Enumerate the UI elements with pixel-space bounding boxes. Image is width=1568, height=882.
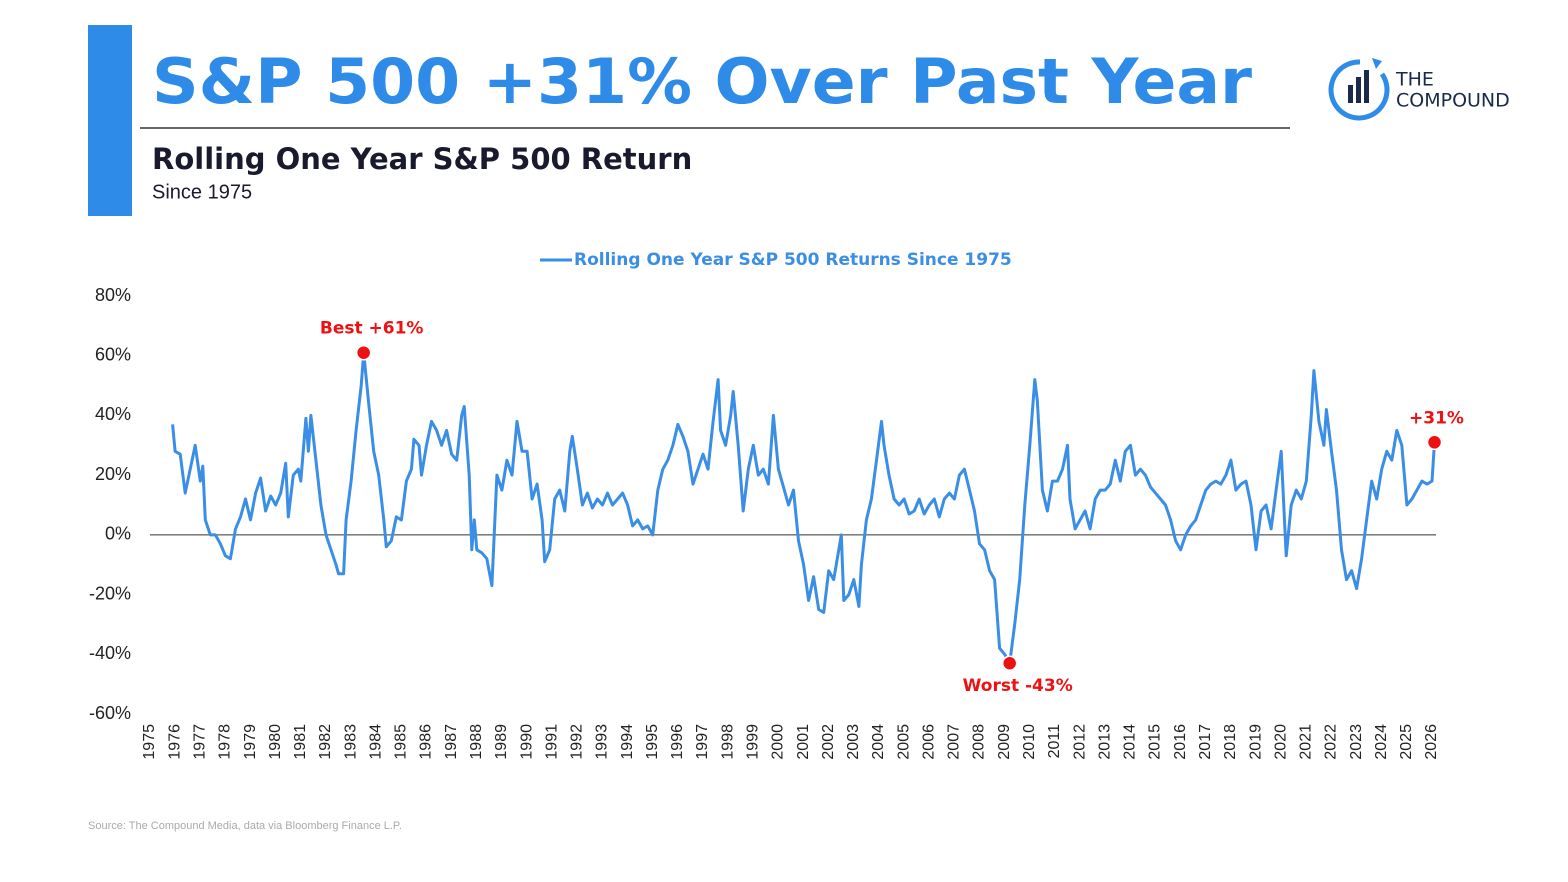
x-tick-label: 1981 [292,724,309,760]
x-tick-label: 1983 [342,724,359,760]
y-tick-label: -40% [89,643,131,663]
annotation-dot [1001,655,1018,671]
chart-title: Rolling One Year S&P 500 Return [152,142,692,176]
logo: THE COMPOUND [1328,58,1510,121]
annotation-label: +31% [1409,408,1464,428]
annotation-label: Worst -43% [963,676,1073,696]
x-tick-label: 2000 [770,724,787,760]
logo-bar [1356,77,1361,103]
x-tick-label: 1980 [267,724,284,760]
x-tick-label: 2025 [1398,724,1415,760]
x-tick-label: 1996 [669,724,686,760]
x-tick-label: 1984 [367,724,384,760]
x-tick-label: 1993 [594,724,611,760]
x-tick-label: 2005 [895,724,912,760]
logo-text: THE [1395,69,1434,91]
logo-bar [1348,85,1353,103]
legend-label: Rolling One Year S&P 500 Returns Since 1… [574,250,1012,270]
annotation-dot [355,344,372,361]
x-tick-label: 2023 [1348,724,1365,760]
x-tick-label: 2006 [920,724,937,760]
y-tick-label: -60% [89,703,131,723]
y-tick-label: 20% [95,464,131,484]
series-line [171,351,1436,665]
logo-text: COMPOUND [1396,90,1510,112]
x-tick-label: 2020 [1272,724,1289,760]
logo-ring [1328,59,1390,121]
x-tick-label: 1976 [166,724,183,760]
x-tick-label: 1997 [694,724,711,760]
chart-subtitle: Since 1975 [152,181,252,203]
x-tick-label: 2016 [1172,724,1189,760]
x-tick-label: 1977 [191,724,208,760]
x-tick-label: 1990 [518,724,535,760]
x-tick-label: 1988 [468,724,485,760]
x-tick-label: 2008 [971,724,988,760]
x-tick-label: 2011 [1046,724,1063,759]
x-tick-label: 2012 [1071,724,1088,760]
x-tick-label: 1978 [217,724,234,760]
x-tick-label: 1999 [745,724,762,760]
x-tick-label: 1992 [569,724,586,760]
y-tick-label: 0% [105,524,131,544]
y-tick-label: -20% [89,583,131,603]
x-tick-label: 2004 [870,724,887,760]
x-tick-label: 2026 [1423,724,1440,760]
logo-arrow [1372,58,1382,69]
x-tick-label: 1979 [242,724,259,760]
x-tick-label: 2001 [795,724,812,760]
x-tick-label: 1998 [719,724,736,760]
x-tick-label: 2002 [820,724,837,760]
logo-bar [1364,70,1369,103]
x-tick-label: 1995 [644,724,661,760]
y-tick-label: 80% [95,285,131,305]
x-tick-label: 2014 [1122,724,1139,760]
x-tick-label: 1986 [418,724,435,760]
x-tick-label: 2003 [845,724,862,760]
y-tick-label: 60% [95,344,131,364]
page-title: S&P 500 +31% Over Past Year [152,45,1252,118]
plot: -60% -40% -20% 0% 20% 40% 60% 80% 1975 1976 1977 19… [89,250,1464,760]
x-tick-label: 1991 [543,724,560,760]
annotation-dot [1426,434,1443,451]
x-tick-label: 1975 [141,724,158,760]
source-note: Source: The Compound Media, data via Blo… [88,820,402,832]
x-tick-label: 2007 [946,724,963,760]
x-tick-label: 2022 [1323,724,1340,760]
x-tick-label: 1982 [317,724,334,760]
x-tick-label: 1989 [493,724,510,760]
x-tick-label: 2021 [1298,724,1315,760]
accent-bar [88,25,132,216]
x-tick-label: 2018 [1222,724,1239,760]
x-tick-label: 2010 [1021,724,1038,760]
x-tick-label: 2009 [996,724,1013,760]
x-tick-label: 2015 [1147,724,1164,760]
x-tick-label: 1994 [619,724,636,760]
y-tick-label: 40% [95,404,131,424]
x-tick-label: 1985 [393,724,410,760]
x-tick-label: 2017 [1197,724,1214,760]
annotation-label: Best +61% [320,319,424,339]
x-tick-label: 2013 [1096,724,1113,760]
x-tick-label: 2019 [1247,724,1264,760]
x-tick-label: 2024 [1373,724,1390,760]
x-tick-label: 1987 [443,724,460,760]
